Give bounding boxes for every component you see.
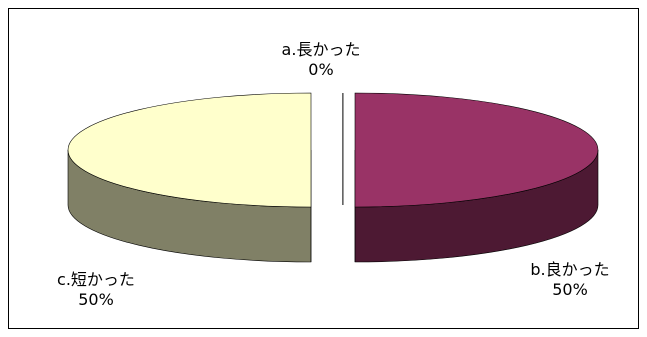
data-label-a-category: a.長かった [281, 40, 361, 59]
chart-area: a.長かった 0% b.良かった 50% c.短かった 50% [8, 8, 639, 329]
slice-c [67, 92, 312, 208]
data-label-a: a.長かった 0% [266, 40, 376, 80]
data-label-b-percent: 50% [552, 280, 588, 299]
data-label-b-category: b.良かった [530, 260, 610, 279]
pie-chart [8, 8, 639, 329]
data-label-c-category: c.短かった [57, 270, 135, 289]
slice-b [354, 92, 599, 208]
data-label-c: c.短かった 50% [46, 270, 146, 310]
data-label-a-percent: 0% [308, 60, 334, 79]
data-label-c-percent: 50% [78, 290, 114, 309]
data-label-b: b.良かった 50% [520, 260, 620, 300]
slices-layer [67, 92, 599, 263]
